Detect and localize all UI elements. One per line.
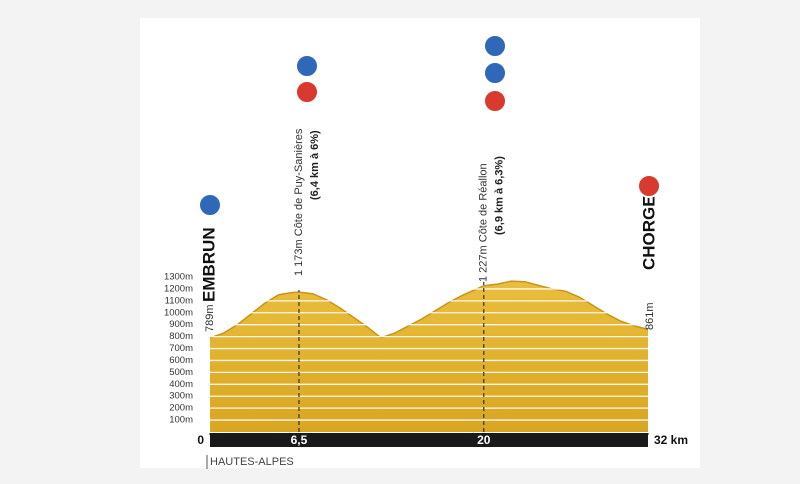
climb-detail: (6,4 km à 6%)	[309, 130, 321, 200]
distance-bar	[210, 433, 648, 447]
sprint-icon	[198, 193, 222, 217]
x-tick-label: 20	[477, 433, 491, 447]
finish-elevation: 861m	[644, 302, 656, 330]
finish-icon	[637, 174, 661, 198]
x-tick-label: 32 km	[654, 433, 688, 447]
y-tick-label: 500m	[169, 367, 193, 378]
y-tick-label: 1300m	[164, 272, 193, 283]
start-name: EMBRUN	[199, 227, 218, 302]
y-tick-label: 300m	[169, 391, 193, 402]
region-label: HAUTES-ALPES	[210, 456, 294, 468]
feed-icon	[483, 34, 507, 58]
y-tick-label: 800m	[169, 331, 193, 342]
x-tick-label: 0	[197, 433, 204, 447]
x-tick-label: 6,5	[291, 433, 308, 447]
start-elevation: 789m	[204, 304, 216, 332]
y-tick-label: 200m	[169, 403, 193, 414]
timecheck-icon	[295, 54, 319, 78]
climb-detail: (6,9 km à 6,3%)	[494, 156, 506, 235]
y-tick-label: 600m	[169, 355, 193, 366]
finish-name: CHORGES	[639, 184, 658, 270]
y-tick-label: 700m	[169, 343, 193, 354]
climb-icon	[295, 80, 319, 104]
y-tick-label: 1100m	[165, 295, 193, 306]
y-tick-label: 1200m	[164, 283, 193, 294]
climb-icon	[483, 89, 507, 113]
y-tick-label: 400m	[169, 379, 193, 390]
climb-label: 1 173m Côte de Puy-Sanières	[293, 128, 305, 276]
profile-line	[209, 280, 649, 339]
terrain-fill	[210, 281, 648, 432]
y-tick-label: 100m	[169, 415, 193, 426]
timecheck-icon	[483, 61, 507, 85]
y-tick-label: 1000m	[164, 307, 193, 318]
icons	[198, 34, 661, 217]
climb-label: 1 227m Côte de Réallon	[478, 163, 490, 282]
y-tick-label: 900m	[169, 319, 193, 330]
